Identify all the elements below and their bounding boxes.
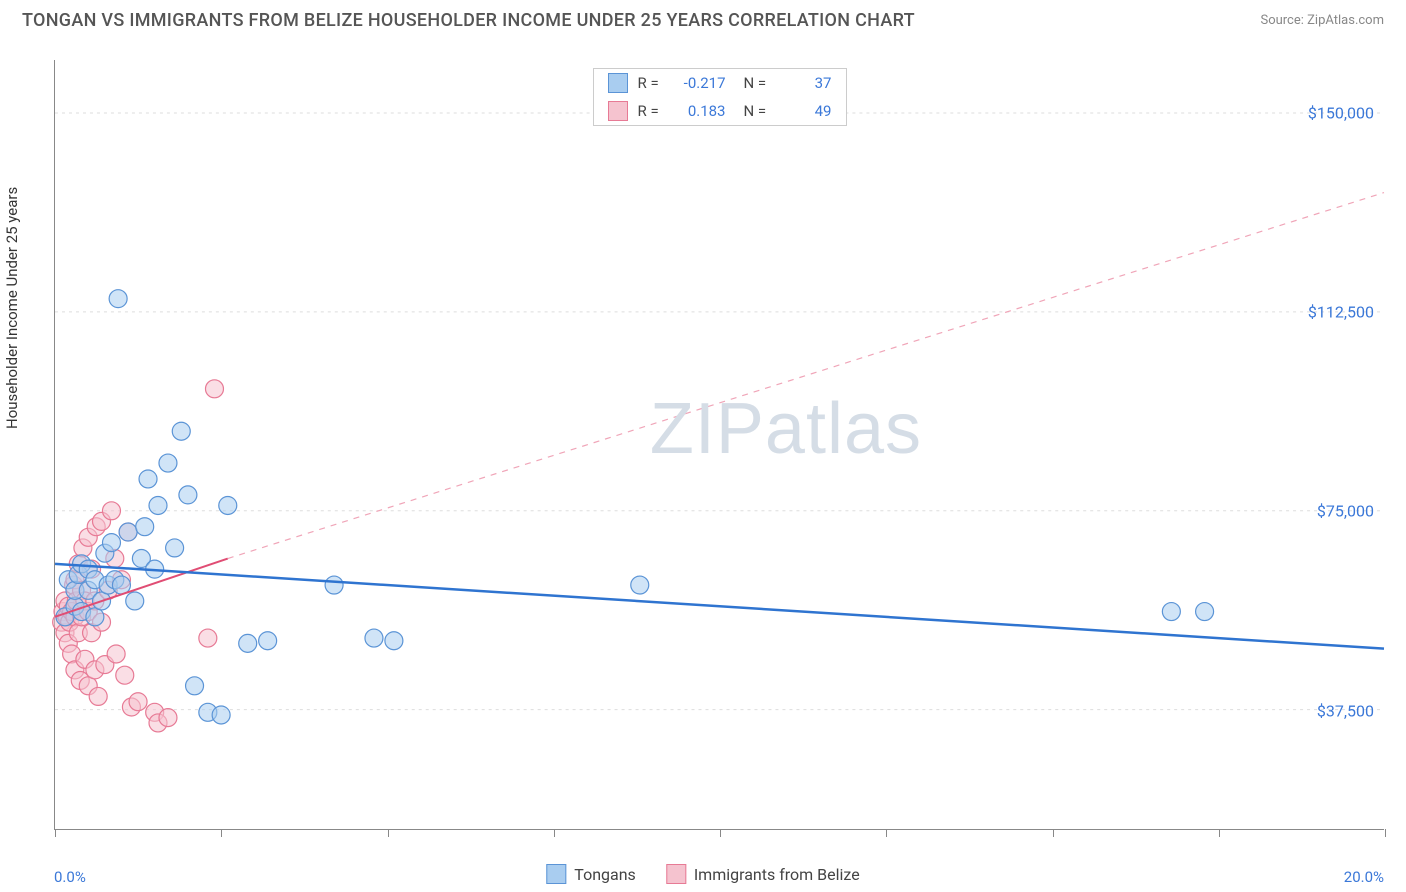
swatch-blue [608, 73, 628, 93]
y-tick-label: $37,500 [1317, 701, 1374, 720]
chart-title: TONGAN VS IMMIGRANTS FROM BELIZE HOUSEHO… [22, 10, 915, 31]
source-attribution: Source: ZipAtlas.com [1260, 13, 1384, 28]
r-value-tongans: -0.217 [676, 74, 726, 92]
x-axis-min-label: 0.0% [54, 868, 86, 886]
swatch-blue-bottom [546, 864, 566, 884]
scatter-plot-svg [55, 60, 1384, 829]
legend-item-tongans: Tongans [546, 864, 636, 884]
n-value-tongans: 37 [782, 74, 832, 92]
title-bar: TONGAN VS IMMIGRANTS FROM BELIZE HOUSEHO… [0, 0, 1406, 39]
r-value-belize: 0.183 [676, 102, 726, 120]
legend-item-belize: Immigrants from Belize [666, 864, 860, 884]
legend-label-belize: Immigrants from Belize [694, 865, 860, 884]
series-legend: Tongans Immigrants from Belize [546, 864, 859, 884]
chart-plot-area: ZIPatlas R = -0.217 N = 37 R = 0.183 N =… [54, 60, 1384, 830]
y-tick-label: $75,000 [1317, 502, 1374, 521]
n-value-belize: 49 [782, 102, 832, 120]
swatch-pink [608, 101, 628, 121]
swatch-pink-bottom [666, 864, 686, 884]
x-axis-max-label: 20.0% [1344, 868, 1384, 886]
y-axis-label: Householder Income Under 25 years [3, 187, 21, 429]
legend-label-tongans: Tongans [574, 865, 636, 884]
legend-row-tongans: R = -0.217 N = 37 [594, 69, 846, 97]
legend-row-belize: R = 0.183 N = 49 [594, 97, 846, 125]
correlation-legend: R = -0.217 N = 37 R = 0.183 N = 49 [593, 68, 847, 126]
y-tick-label: $150,000 [1308, 104, 1374, 123]
y-tick-label: $112,500 [1308, 303, 1374, 322]
